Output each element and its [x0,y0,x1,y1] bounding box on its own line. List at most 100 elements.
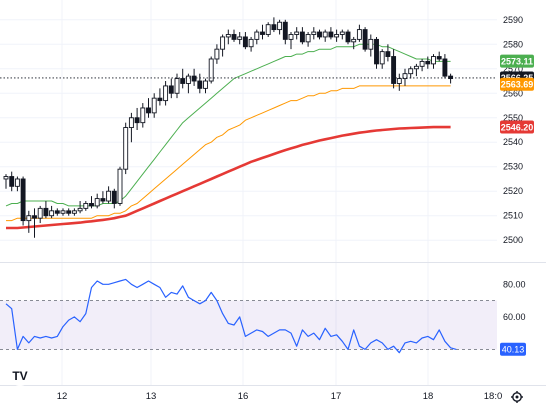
price-tick-label: 2590 [503,15,523,25]
candle-body [402,73,408,80]
rsi-tick-label: 60.00 [503,312,526,322]
candle-body [220,36,226,50]
candle-body [345,31,351,43]
candle [254,29,260,45]
candle-body [14,178,20,187]
candle-body [60,210,66,214]
candle-body [54,210,60,214]
candle-body [317,31,322,38]
candle-body [260,31,265,35]
candle [374,36,379,69]
rsi-badge: 40.13 [500,342,526,356]
candle [277,19,283,35]
candle [248,36,254,52]
candle-body [413,65,419,70]
candle-body [305,34,311,43]
candle-body [49,210,55,217]
candle [242,32,248,50]
price-tick-label: 2560 [503,88,523,98]
candle-body [322,31,328,38]
candle-body [408,68,414,75]
candle [140,103,146,128]
price-badge-bg [500,77,534,91]
candle [396,73,402,91]
tradingview-logo[interactable]: TV [10,366,30,386]
price-tick-label: 2530 [503,162,523,172]
candle-body [248,38,254,48]
candle-body [431,56,436,65]
candle [128,112,134,143]
candle-body [157,97,163,102]
candle [220,34,226,57]
candle [168,78,174,99]
candle [54,208,60,216]
candle-body [100,198,106,202]
time-tick-label: 12 [57,391,68,402]
rsi-badge-label: 40.13 [502,344,525,354]
candle [134,107,140,130]
candle-body [77,207,83,212]
candle [351,36,357,50]
rsi-line [5,278,457,354]
candle-body [191,75,197,82]
candle-body [185,75,191,84]
candle-body [288,34,294,40]
rsi-band [0,300,497,350]
candle [225,29,231,45]
candle-body [9,176,15,187]
price-badge-label: 2563.69 [501,79,534,89]
candle-body [391,56,397,84]
candle [413,63,419,77]
candle-body [20,178,26,222]
candle-body [111,190,117,204]
candle [282,19,288,45]
candle [419,58,425,72]
gear-icon[interactable] [511,391,523,403]
candle [60,208,66,216]
candle [294,27,300,40]
candle-body [436,56,442,60]
candle-body [339,31,345,35]
price-panel: 2500 2510 2520 2530 2540 2550 2560 2570 2580 2590… [0,0,534,262]
candle-body [311,31,317,35]
price-badge-label: 2546.20 [501,122,534,132]
candle [203,78,208,94]
candle [311,27,317,40]
candle [32,208,37,238]
candle-body [225,34,231,38]
candle-body [396,78,402,84]
candle-body [419,60,425,67]
candle-body [43,207,49,217]
candle [431,54,436,69]
candle [379,49,385,69]
candle [368,34,374,57]
price-tick-label: 2520 [503,186,523,196]
candle-body [128,117,134,129]
candle-body [265,24,271,35]
candle-body [151,97,157,114]
candle [214,44,220,64]
candle [49,205,55,219]
candle [151,93,157,118]
candle [305,32,311,47]
candle [71,208,77,216]
candle [271,17,277,33]
candle-body [32,215,37,219]
candle-body [134,117,140,124]
price-badge-bg [500,120,534,134]
candle [9,171,15,192]
candle [94,193,100,209]
price-badge-bg [500,54,534,68]
price-badge-label: 2573.11 [501,56,533,66]
candle-body [117,168,123,204]
candle [345,29,351,45]
candle-body [146,107,151,114]
time-tick-label: 18 [423,391,434,402]
candle [197,73,203,94]
candle-body [334,34,340,38]
candle [66,208,72,216]
candle-body [203,80,208,89]
candle-body [180,78,186,84]
time-tick-label: 18:0 [484,391,503,402]
